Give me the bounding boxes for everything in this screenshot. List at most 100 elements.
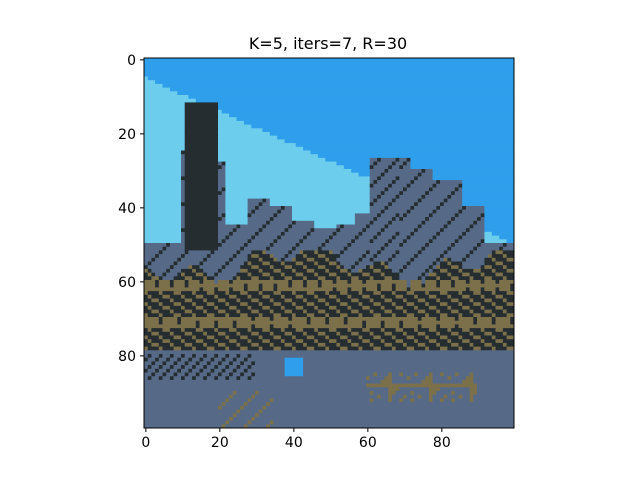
pixel-run xyxy=(237,369,245,373)
pixel-run xyxy=(370,225,385,229)
pixel-run xyxy=(185,273,197,277)
pixel-run xyxy=(481,339,485,343)
pixel-run xyxy=(425,221,448,225)
pixel-run xyxy=(233,369,237,373)
pixel-run xyxy=(381,287,393,291)
pixel-run xyxy=(196,347,208,351)
pixel-run xyxy=(163,328,171,332)
pixel-run xyxy=(351,239,355,243)
pixel-run xyxy=(388,373,392,377)
pixel-run xyxy=(418,276,422,280)
pixel-run xyxy=(270,398,274,402)
pixel-run xyxy=(436,339,448,343)
pixel-run xyxy=(225,347,229,351)
pixel-run xyxy=(251,421,270,425)
pixel-run xyxy=(281,328,285,332)
pixel-run xyxy=(388,169,422,173)
pixel-run xyxy=(407,188,430,192)
pixel-run xyxy=(373,269,381,273)
pixel-run xyxy=(285,265,293,269)
pixel-run xyxy=(370,239,374,243)
pixel-run xyxy=(307,299,319,303)
pixel-run xyxy=(429,313,441,317)
pixel-run xyxy=(447,306,451,310)
pixel-run xyxy=(473,398,514,402)
pixel-run xyxy=(336,332,340,336)
pixel-run xyxy=(274,258,278,262)
pixel-run xyxy=(392,165,400,169)
pixel-run xyxy=(466,206,485,210)
pixel-run xyxy=(262,328,270,332)
pixel-run xyxy=(181,151,218,155)
pixel-run xyxy=(225,313,229,317)
pixel-run xyxy=(392,313,396,317)
pixel-run xyxy=(277,136,514,140)
pixel-run xyxy=(248,339,252,343)
pixel-run xyxy=(325,269,329,273)
pixel-run xyxy=(451,299,459,303)
pixel-run xyxy=(266,225,289,229)
pixel-run xyxy=(325,299,337,303)
pixel-run xyxy=(144,321,159,325)
pixel-run xyxy=(281,273,285,277)
pixel-run xyxy=(484,217,514,221)
pixel-run xyxy=(144,310,152,314)
pixel-run xyxy=(507,302,515,306)
pixel-run xyxy=(348,287,352,291)
pixel-run xyxy=(285,343,293,347)
pixel-run xyxy=(462,313,474,317)
pixel-run xyxy=(340,347,348,351)
pixel-run xyxy=(484,221,514,225)
pixel-run xyxy=(277,239,300,243)
pixel-run xyxy=(248,269,260,273)
pixel-run xyxy=(229,306,237,310)
pixel-run xyxy=(336,295,348,299)
pixel-run xyxy=(373,398,388,402)
pixel-run xyxy=(492,343,504,347)
pixel-run xyxy=(481,291,493,295)
pixel-run xyxy=(447,328,451,332)
pixel-run xyxy=(470,373,474,377)
pixel-run xyxy=(303,306,315,310)
pixel-run xyxy=(455,191,463,195)
pixel-run xyxy=(159,276,163,280)
pixel-run xyxy=(277,284,289,288)
pixel-run xyxy=(325,313,329,317)
pixel-run xyxy=(151,269,166,273)
pixel-run xyxy=(251,395,255,399)
pixel-run xyxy=(237,306,249,310)
pixel-run xyxy=(233,280,289,284)
pixel-run xyxy=(381,336,393,340)
pixel-run xyxy=(144,258,152,262)
pixel-run xyxy=(470,276,474,280)
pixel-run xyxy=(336,273,348,277)
pixel-run xyxy=(370,169,385,173)
pixel-run xyxy=(340,225,344,229)
pixel-run xyxy=(325,291,329,295)
pixel-run xyxy=(503,243,507,247)
pixel-run xyxy=(181,188,185,192)
pixel-run xyxy=(303,339,315,343)
pixel-run xyxy=(351,280,363,284)
pixel-run xyxy=(292,225,315,229)
pixel-run xyxy=(366,321,381,325)
pixel-run xyxy=(451,273,463,277)
pixel-run xyxy=(403,398,411,402)
pixel-run xyxy=(218,343,226,347)
pixel-run xyxy=(348,347,360,351)
pixel-run xyxy=(470,343,474,347)
pixel-run xyxy=(507,243,515,247)
pixel-run xyxy=(144,228,181,232)
pixel-run xyxy=(214,321,218,325)
pixel-run xyxy=(225,173,359,177)
pixel-run xyxy=(188,361,196,365)
pixel-run xyxy=(248,243,271,247)
pixel-run xyxy=(248,202,260,206)
pixel-run xyxy=(385,210,408,214)
pixel-run xyxy=(396,287,408,291)
pixel-run xyxy=(185,106,219,110)
pixel-run xyxy=(296,336,308,340)
pixel-run xyxy=(399,273,422,277)
pixel-run xyxy=(155,280,159,284)
pixel-run xyxy=(144,254,156,258)
